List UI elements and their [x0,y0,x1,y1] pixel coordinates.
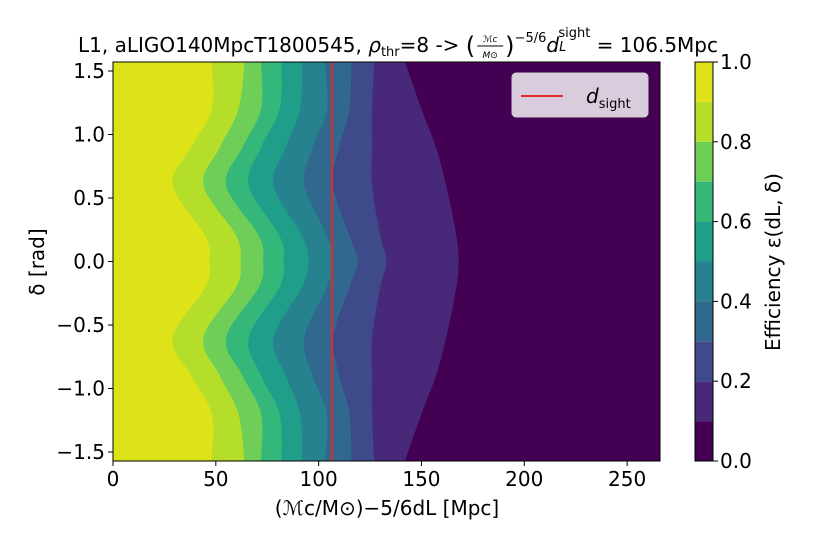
colorbar-tick-label: 0.6 [720,210,752,234]
colorbar-segment [695,381,713,422]
legend-label-main: d [586,84,599,108]
colorbar-segment [695,141,713,182]
colorbar-segment [695,62,713,102]
title-rho-value: =8 -> [400,33,466,57]
x-axis: 0 50 100 150 200 250 [107,461,646,491]
contour-band-0.9 [113,62,214,461]
title-dist-sup: sight [558,26,590,41]
chart-title: L1, aLIGO140MpcT1800545, ρthr=8 -> ()−5/… [78,26,718,60]
title-dist-sub: L [559,40,566,55]
y-tick-label: 0.0 [73,250,105,274]
title-equals: = [590,33,619,57]
legend-box [511,72,649,118]
colorbar-tick-label: 0.2 [720,369,752,393]
legend: dsight [511,72,649,118]
contour-bands [113,62,660,461]
y-axis-label: δ [rad] [25,228,49,295]
title-rho: ρ [368,33,381,57]
colorbar-segment [695,261,713,302]
y-tick-label: 0.5 [73,186,105,210]
title-frac-den: M⊙ [483,51,498,61]
y-tick-label: −1.0 [56,377,105,401]
colorbar-segment [695,221,713,262]
x-tick-label: 100 [300,467,338,491]
y-axis: 1.5 1.0 0.5 0.0 −0.5 −1.0 −1.5 [56,59,113,464]
plot-area [112,61,661,462]
title-prefix: L1, aLIGO140MpcT1800545, [78,33,368,57]
x-tick-label: 150 [402,467,440,491]
colorbar-tick-label: 0.4 [720,289,752,313]
y-tick-label: 1.5 [73,59,105,83]
colorbar-segment [695,421,713,461]
title-paren-open: ( [466,32,475,60]
x-tick-label: 50 [203,467,228,491]
y-tick-label: −0.5 [56,313,105,337]
title-paren-close: ) [505,32,514,60]
legend-label-sub: sight [599,97,631,112]
title-value: 106.5Mpc [620,33,718,57]
x-axis-label: (ℳc/M⊙)−5/6dL [Mpc] [275,496,499,520]
title-frac-num: ℳc [483,35,498,45]
y-tick-label: −1.5 [56,440,105,464]
colorbar-segment [695,301,713,342]
colorbar-tick-label: 1.0 [720,50,752,74]
colorbar: 1.0 0.8 0.6 0.4 0.2 0.0 [694,50,752,473]
legend-label: dsight [586,84,631,112]
title-rho-sub: thr [381,45,400,60]
colorbar-segment [695,101,713,142]
colorbar-frame [694,61,714,462]
title-exponent: −5/6 [515,31,547,46]
colorbar-tick-label: 0.8 [720,130,752,154]
title-dist: d [546,33,559,57]
y-tick-label: 1.0 [73,122,105,146]
x-tick-label: 250 [608,467,646,491]
colorbar-tick-label: 0.0 [720,449,752,473]
colorbar-segment [695,341,713,382]
colorbar-label: Efficiency ε(dL, δ) [761,173,785,351]
x-tick-label: 200 [505,467,543,491]
colorbar-segment [695,181,713,222]
x-tick-label: 0 [107,467,120,491]
